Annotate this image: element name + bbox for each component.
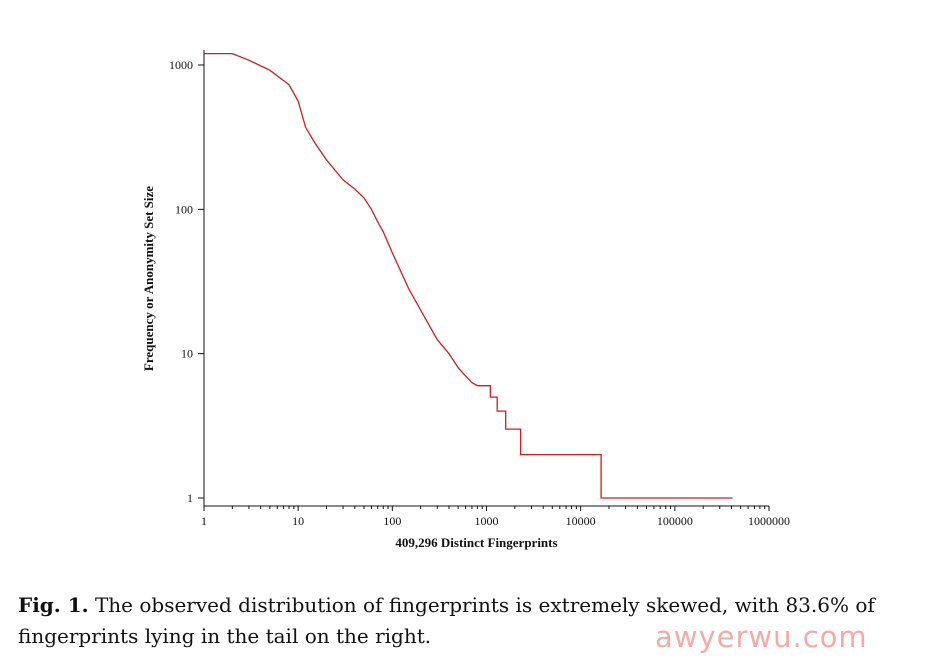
y-tick-label: 1 bbox=[187, 491, 193, 505]
y-tick-label: 1000 bbox=[169, 58, 193, 72]
y-tick-label: 10 bbox=[181, 347, 193, 361]
y-axis-title: Frequency or Anonymity Set Size bbox=[141, 186, 156, 371]
x-tick-label: 1 bbox=[201, 514, 207, 528]
x-tick-label: 10000 bbox=[566, 514, 596, 528]
figure-caption: Fig. 1. The observed distribution of fin… bbox=[18, 590, 918, 652]
x-tick-label: 1000 bbox=[475, 514, 499, 528]
fingerprint-distribution-chart: 1 10 100 1000 10000 100000 1000000 1 10 100 1000 40… bbox=[141, 50, 790, 550]
y-tick-label: 100 bbox=[175, 202, 193, 216]
watermark-text: awyerwu.com bbox=[655, 620, 868, 654]
x-tick-label: 100000 bbox=[657, 514, 693, 528]
x-tick-label: 10 bbox=[292, 514, 304, 528]
x-tick-label: 100 bbox=[383, 514, 401, 528]
x-axis-title: 409,296 Distinct Fingerprints bbox=[395, 535, 557, 550]
distribution-line bbox=[204, 52, 733, 499]
caption-text: The observed distribution of fingerprint… bbox=[18, 593, 875, 648]
x-tick-label: 1000000 bbox=[748, 514, 790, 528]
caption-label: Fig. 1. bbox=[18, 593, 89, 617]
